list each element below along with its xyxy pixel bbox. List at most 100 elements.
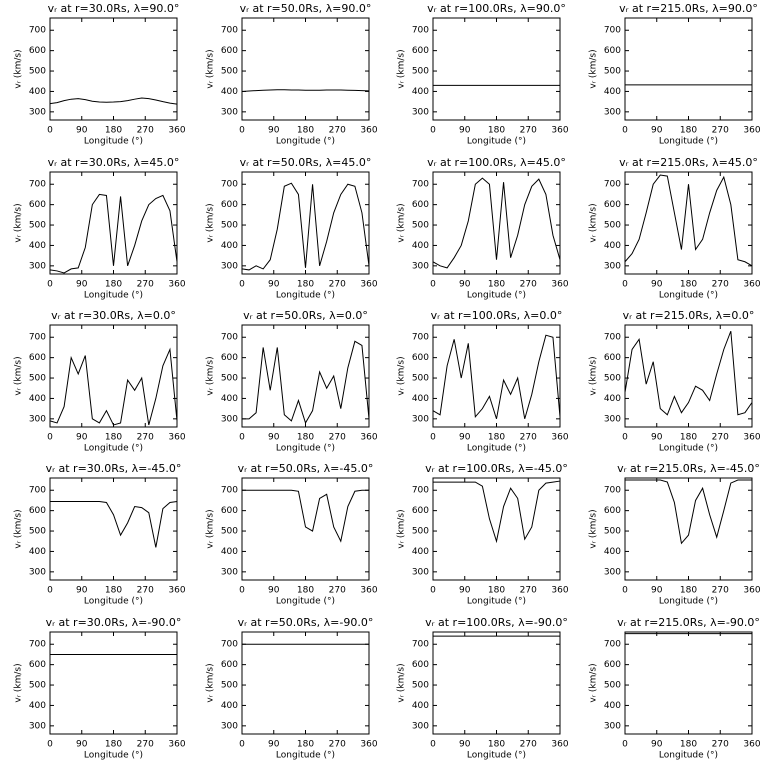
x-tick-label: 90 (651, 280, 663, 290)
x-tick-label: 90 (268, 280, 280, 290)
x-tick-label: 270 (137, 740, 154, 750)
x-tick-label: 270 (712, 740, 729, 750)
y-axis-label: vᵣ (km/s) (397, 509, 407, 548)
y-tick-label: 600 (604, 200, 621, 210)
y-tick-label: 700 (29, 26, 46, 36)
y-tick-label: 600 (29, 506, 46, 516)
chart-title: vᵣ at r=50.0Rs, λ=-45.0° (238, 462, 374, 475)
y-tick-label: 500 (412, 374, 429, 384)
x-tick-label: 0 (430, 433, 436, 443)
y-tick-label: 600 (604, 46, 621, 56)
x-tick-label: 270 (329, 126, 346, 136)
plot-frame (241, 17, 370, 121)
x-tick-label: 90 (651, 586, 663, 596)
y-tick-label: 700 (604, 486, 621, 496)
x-tick-label: 0 (430, 280, 436, 290)
y-axis-label: vᵣ (km/s) (397, 356, 407, 395)
y-tick-label: 500 (221, 67, 238, 77)
y-tick-label: 400 (221, 394, 238, 404)
chart-title: vᵣ at r=100.0Rs, λ=0.0° (431, 309, 563, 322)
x-axis-label: Longitude (°) (84, 751, 143, 761)
chart-title: vᵣ at r=30.0Rs, λ=-90.0° (46, 616, 182, 629)
x-tick-label: 360 (168, 740, 185, 750)
y-axis-label: vᵣ (km/s) (14, 509, 24, 548)
x-tick-label: 360 (360, 126, 377, 136)
x-tick-label: 180 (297, 126, 314, 136)
x-tick-label: 270 (520, 586, 537, 596)
y-axis-label: vᵣ (km/s) (14, 663, 24, 702)
data-line (242, 340, 370, 425)
data-line (49, 97, 178, 105)
x-tick-label: 270 (329, 280, 346, 290)
y-tick-label: 300 (29, 721, 46, 731)
y-tick-label: 300 (412, 567, 429, 577)
x-tick-label: 90 (268, 586, 280, 596)
x-tick-label: 270 (712, 433, 729, 443)
y-tick-label: 500 (221, 527, 238, 537)
plot-frame (49, 17, 178, 121)
x-tick-label: 0 (47, 740, 53, 750)
y-tick-label: 600 (604, 353, 621, 363)
x-tick-label: 360 (551, 740, 568, 750)
x-tick-label: 360 (360, 433, 377, 443)
data-line (432, 334, 561, 419)
y-axis-label: vᵣ (km/s) (206, 203, 216, 242)
y-tick-label: 400 (412, 87, 429, 97)
y-tick-label: 300 (221, 567, 238, 577)
y-axis-label: vᵣ (km/s) (206, 509, 216, 548)
data-line (241, 182, 370, 271)
x-tick-label: 0 (622, 433, 628, 443)
y-tick-label: 500 (29, 221, 46, 231)
x-tick-label: 0 (430, 126, 436, 136)
x-axis-label: Longitude (°) (84, 444, 143, 454)
x-axis-label: Longitude (°) (467, 291, 526, 301)
chart-title: vᵣ at r=50.0Rs, λ=90.0° (240, 2, 372, 15)
y-tick-label: 500 (29, 527, 46, 537)
chart-title: vᵣ at r=30.0Rs, λ=-45.0° (46, 462, 182, 475)
x-axis-label: Longitude (°) (659, 444, 718, 454)
y-tick-label: 500 (29, 374, 46, 384)
y-tick-label: 400 (221, 547, 238, 557)
y-tick-label: 700 (29, 180, 46, 190)
x-axis-label: Longitude (°) (276, 444, 335, 454)
y-tick-label: 500 (412, 221, 429, 231)
x-tick-label: 270 (137, 280, 154, 290)
y-tick-label: 500 (29, 67, 46, 77)
x-tick-label: 360 (743, 433, 760, 443)
x-tick-label: 180 (680, 740, 697, 750)
y-tick-label: 300 (29, 567, 46, 577)
x-tick-label: 270 (329, 433, 346, 443)
chart-title: vᵣ at r=215.0Rs, λ=90.0° (619, 2, 758, 15)
plot-frame (241, 324, 370, 428)
data-line (624, 174, 753, 267)
x-axis-label: Longitude (°) (276, 291, 335, 301)
y-tick-label: 300 (412, 261, 429, 271)
y-tick-label: 300 (604, 414, 621, 424)
y-tick-label: 600 (221, 200, 238, 210)
x-tick-label: 270 (329, 586, 346, 596)
y-axis-label: vᵣ (km/s) (397, 203, 407, 242)
y-tick-label: 600 (412, 46, 429, 56)
y-tick-label: 500 (604, 527, 621, 537)
y-tick-label: 600 (29, 200, 46, 210)
x-axis-label: Longitude (°) (84, 291, 143, 301)
y-tick-label: 300 (221, 414, 238, 424)
plot-frame (241, 631, 370, 735)
y-tick-label: 400 (604, 394, 621, 404)
y-tick-label: 400 (29, 87, 46, 97)
x-axis-label: Longitude (°) (276, 597, 335, 607)
x-tick-label: 0 (239, 280, 245, 290)
x-tick-label: 360 (168, 280, 185, 290)
x-tick-label: 0 (622, 586, 628, 596)
chart-title: vᵣ at r=30.0Rs, λ=90.0° (48, 2, 180, 15)
x-axis-label: Longitude (°) (659, 751, 718, 761)
chart-title: vᵣ at r=100.0Rs, λ=90.0° (427, 2, 566, 15)
y-tick-label: 600 (221, 506, 238, 516)
x-tick-label: 90 (651, 433, 663, 443)
y-tick-label: 700 (29, 333, 46, 343)
y-tick-label: 700 (412, 640, 429, 650)
y-tick-label: 300 (604, 261, 621, 271)
chart-title: vᵣ at r=100.0Rs, λ=-90.0° (425, 616, 568, 629)
x-tick-label: 180 (680, 280, 697, 290)
x-tick-label: 0 (47, 280, 53, 290)
